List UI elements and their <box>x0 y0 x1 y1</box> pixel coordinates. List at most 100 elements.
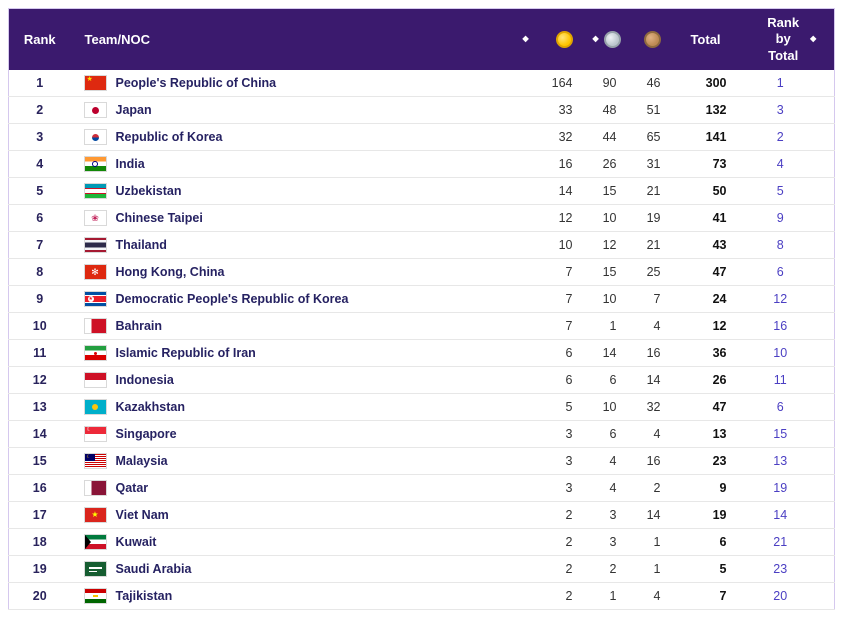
silver-count: 14 <box>584 339 629 368</box>
rank-cell: 18 <box>8 528 71 557</box>
total-header-label: Total <box>690 31 721 47</box>
silver-count: 3 <box>584 528 629 557</box>
bronze-count: 51 <box>628 96 673 125</box>
country-flag-icon <box>84 508 106 523</box>
rank-cell: 2 <box>8 96 71 125</box>
country-flag-icon <box>84 130 106 145</box>
rank-cell: 7 <box>8 231 71 260</box>
bronze-count: 21 <box>628 177 673 206</box>
column-header-silver[interactable]: ◆ <box>584 8 629 70</box>
country-flag-icon <box>84 427 106 442</box>
rank-cell: 16 <box>8 474 71 503</box>
table-row: 13 Kazakhstan 5 10 32 47 6 <box>8 393 835 422</box>
bronze-count: 32 <box>628 393 673 422</box>
gold-medal-icon <box>555 30 573 48</box>
silver-count: 44 <box>584 123 629 152</box>
silver-count: 90 <box>584 69 629 98</box>
country-flag-icon <box>84 535 106 550</box>
bronze-count: 4 <box>628 312 673 341</box>
bronze-count: 16 <box>628 339 673 368</box>
rank-by-total-cell: 16 <box>744 312 835 341</box>
column-header-gold[interactable]: ◆ <box>514 8 585 70</box>
total-count: 41 <box>672 204 745 233</box>
team-name: Bahrain <box>115 319 163 334</box>
team-cell: Malaysia <box>70 447 515 476</box>
table-row: 7 Thailand 10 12 21 43 8 <box>8 231 835 260</box>
team-cell: Indonesia <box>70 366 515 395</box>
gold-count: 7 <box>514 285 585 314</box>
rank-by-total-cell: 20 <box>744 582 835 611</box>
total-count: 5 <box>672 555 745 584</box>
team-cell: Chinese Taipei <box>70 204 515 233</box>
silver-count: 6 <box>584 366 629 395</box>
team-cell: Singapore <box>70 420 515 449</box>
team-cell: Democratic People's Republic of Korea <box>70 285 515 314</box>
rank-by-total-cell: 6 <box>744 258 835 287</box>
rank-cell: 6 <box>8 204 71 233</box>
column-header-rank-by-total[interactable]: Rank by Total ◆ <box>744 8 835 70</box>
table-row: 6 Chinese Taipei 12 10 19 41 9 <box>8 204 835 233</box>
bronze-count: 16 <box>628 447 673 476</box>
rank-cell: 9 <box>8 285 71 314</box>
silver-count: 3 <box>584 501 629 530</box>
team-name: Chinese Taipei <box>115 211 203 226</box>
rank-by-total-cell: 15 <box>744 420 835 449</box>
bronze-medal-icon <box>643 30 661 48</box>
column-header-bronze[interactable] <box>628 8 673 70</box>
rank-by-total-cell: 8 <box>744 231 835 260</box>
table-row: 16 Qatar 3 4 2 9 19 <box>8 474 835 503</box>
rank-by-total-cell: 10 <box>744 339 835 368</box>
bronze-count: 19 <box>628 204 673 233</box>
bronze-count: 1 <box>628 555 673 584</box>
total-count: 300 <box>672 69 745 98</box>
country-flag-icon <box>84 157 106 172</box>
sort-icon[interactable]: ◆ <box>522 34 529 44</box>
column-header-rank[interactable]: Rank <box>8 8 71 70</box>
gold-count: 32 <box>514 123 585 152</box>
rank-cell: 5 <box>8 177 71 206</box>
team-cell: Tajikistan <box>70 582 515 611</box>
team-name: Republic of Korea <box>115 130 223 145</box>
gold-count: 16 <box>514 150 585 179</box>
rank-cell: 3 <box>8 123 71 152</box>
country-flag-icon <box>84 454 106 469</box>
medal-table: Rank Team/NOC ◆ ◆ <box>8 8 835 611</box>
rank-cell: 8 <box>8 258 71 287</box>
sort-icon[interactable]: ◆ <box>810 34 817 44</box>
silver-count: 6 <box>584 420 629 449</box>
team-name: Thailand <box>115 238 167 253</box>
table-row: 20 Tajikistan 2 1 4 7 20 <box>8 582 835 611</box>
rank-by-total-cell: 3 <box>744 96 835 125</box>
silver-count: 10 <box>584 285 629 314</box>
table-row: 14 Singapore 3 6 4 13 15 <box>8 420 835 449</box>
rank-by-total-cell: 19 <box>744 474 835 503</box>
gold-count: 5 <box>514 393 585 422</box>
silver-count: 1 <box>584 582 629 611</box>
rank-by-total-cell: 21 <box>744 528 835 557</box>
team-cell: India <box>70 150 515 179</box>
team-name: Indonesia <box>115 373 174 388</box>
bronze-count: 25 <box>628 258 673 287</box>
team-name: Japan <box>115 103 152 118</box>
team-name: Kuwait <box>115 535 157 550</box>
total-count: 13 <box>672 420 745 449</box>
gold-count: 164 <box>514 69 585 98</box>
sort-icon[interactable]: ◆ <box>592 34 599 44</box>
bronze-count: 21 <box>628 231 673 260</box>
table-row: 2 Japan 33 48 51 132 3 <box>8 96 835 125</box>
rank-by-total-cell: 1 <box>744 69 835 98</box>
country-flag-icon <box>84 238 106 253</box>
column-header-total[interactable]: Total <box>672 8 745 70</box>
country-flag-icon <box>84 184 106 199</box>
rank-cell: 20 <box>8 582 71 611</box>
silver-count: 15 <box>584 258 629 287</box>
column-header-team-noc[interactable]: Team/NOC <box>70 8 515 70</box>
gold-count: 7 <box>514 258 585 287</box>
team-cell: Islamic Republic of Iran <box>70 339 515 368</box>
team-cell: Uzbekistan <box>70 177 515 206</box>
gold-count: 3 <box>514 420 585 449</box>
rank-by-total-cell: 4 <box>744 150 835 179</box>
team-name: People's Republic of China <box>115 76 277 90</box>
bronze-count: 4 <box>628 582 673 611</box>
team-name: Islamic Republic of Iran <box>115 346 256 361</box>
